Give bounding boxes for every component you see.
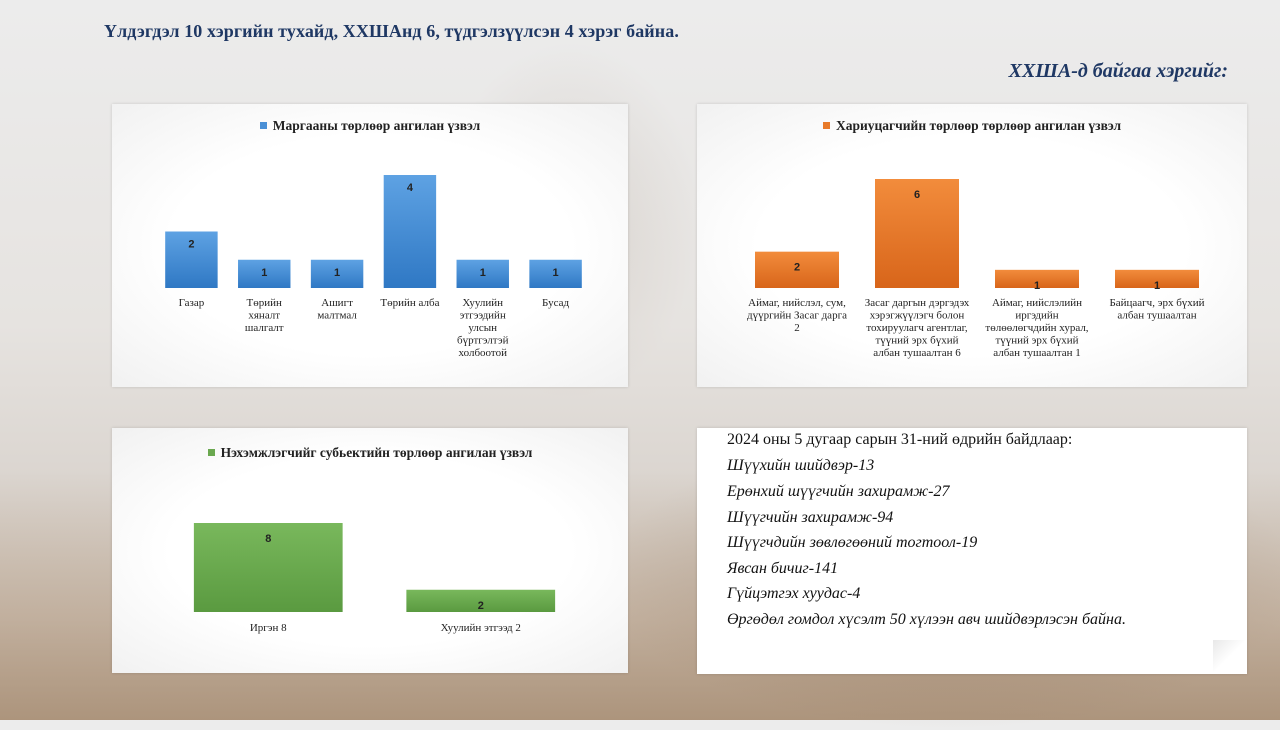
legend-swatch-green <box>207 449 215 457</box>
note-line-judge-orders: Шүүгчийн захирамж-94 <box>727 509 894 526</box>
dispute-type-chart-panel: Маргааны төрлөөр ангилан үзвэл 2 Газар 1 Тө… <box>112 104 628 387</box>
note-line-council-resolutions: Шүүгчдийн зөвлөгөөний тогтоол-19 <box>727 534 978 551</box>
defendant-type-category-label: Засаг даргын дэргэдэх хэрэгжүүлэгч болон т… <box>865 297 970 359</box>
status-note-panel: 2024 оны 5 дугаар сарын 31-ний өдрийн ба… <box>697 428 1247 674</box>
dispute-type-chart-title: Маргааны төрлөөр ангилан үзвэл <box>272 118 481 133</box>
defendant-type-bar <box>1115 269 1199 288</box>
dispute-type-category-label: Төрийн алба <box>380 297 439 309</box>
page-subheading: ХХША-д байгаа хэргийг: <box>1008 60 1228 82</box>
defendant-type-bar <box>875 179 959 288</box>
plaintiff-type-chart-svg: 8 Иргэн 8 2 Хуулийн этгээд 2 <box>193 523 556 634</box>
defendant-type-category-label: Байцаагч, эрх бүхий албан тушаалтан <box>1109 297 1204 322</box>
plaintiff-type-category-label: Иргэн 8 <box>250 622 287 634</box>
defendant-type-category-label: Аймаг, нийслэл, сум, дүүргийн Засаг дарга… <box>747 297 847 334</box>
note-line-execution-sheets: Гүйцэтгэх хуудас-4 <box>727 585 861 602</box>
defendant-type-bar <box>755 251 839 288</box>
dispute-type-bar <box>456 259 509 288</box>
defendant-type-category-label: Аймаг, нийслэлийн иргэдийн төлөөлөгчдийн х… <box>985 297 1088 359</box>
plaintiff-type-bar <box>406 589 556 612</box>
dispute-type-data-label: 1 <box>261 267 267 279</box>
dispute-type-data-label: 2 <box>188 239 194 251</box>
defendant-type-data-label: 1 <box>1034 280 1040 292</box>
dispute-type-data-label: 1 <box>334 267 340 279</box>
legend-swatch-orange <box>822 122 830 130</box>
page-curl <box>1213 640 1247 674</box>
plaintiff-type-data-label: 8 <box>265 533 271 545</box>
plaintiff-type-category-label: Хуулийн этгээд 2 <box>441 622 521 634</box>
defendant-type-chart-legend: Хариуцагчийн төрлөөр төрлөөр ангилан үзв… <box>697 118 1247 134</box>
dispute-type-bar <box>165 231 218 288</box>
defendant-type-chart-title: Хариуцагчийн төрлөөр төрлөөр ангилан үзв… <box>835 118 1122 133</box>
defendant-type-data-label: 2 <box>794 262 800 274</box>
note-line-date: 2024 оны 5 дугаар сарын 31-ний өдрийн ба… <box>727 431 1073 448</box>
plaintiff-type-chart-panel: Нэхэмжлэгчийг субьектийн төрлөөр ангилан… <box>112 428 628 673</box>
defendant-type-chart-panel: Хариуцагчийн төрлөөр төрлөөр ангилан үзв… <box>697 104 1247 387</box>
dispute-type-bar <box>238 259 291 288</box>
dispute-type-data-label: 4 <box>407 182 414 194</box>
dispute-type-bar <box>310 259 364 288</box>
dispute-type-chart-legend: Маргааны төрлөөр ангилан үзвэл <box>112 118 628 134</box>
dispute-type-category-label: Бусад <box>542 297 569 309</box>
plaintiff-type-bar <box>193 523 343 612</box>
dispute-type-category-label: Хуулийн этгээдийн улсын бүртгэлтэй холбоотой <box>457 297 509 359</box>
plaintiff-type-chart-legend: Нэхэмжлэгчийг субьектийн төрлөөр ангилан… <box>112 445 628 461</box>
defendant-type-bar <box>995 269 1079 288</box>
dispute-type-bar <box>529 259 582 288</box>
plaintiff-type-chart-title: Нэхэмжлэгчийг субьектийн төрлөөр ангилан… <box>220 445 533 460</box>
note-line-petitions: Өргөдөл гомдол хүсэлт 50 хүлээн авч шийд… <box>727 611 1126 628</box>
defendant-type-data-label: 1 <box>1154 280 1160 292</box>
plaintiff-type-data-label: 2 <box>478 600 484 612</box>
legend-swatch-blue <box>259 122 267 130</box>
dispute-type-category-label: Ашигт малтмал <box>317 297 357 322</box>
dispute-type-data-label: 1 <box>553 267 559 279</box>
note-line-letters-sent: Явсан бичиг-141 <box>727 560 839 577</box>
dispute-type-bar <box>383 175 437 288</box>
note-line-chief-judge-orders: Ерөнхий шүүгчийн захирамж-27 <box>727 483 950 500</box>
page-headline: Үлдэгдэл 10 хэргийн тухайд, ХХШАнд 6, тү… <box>104 21 679 41</box>
dispute-type-category-label: Газар <box>179 297 205 309</box>
defendant-type-chart-svg: 2 Аймаг, нийслэл, сум, дүүргийн Засаг дарг… <box>747 179 1205 359</box>
dispute-type-data-label: 1 <box>480 267 486 279</box>
dispute-type-category-label: Төрийн хяналт шалгалт <box>245 297 284 334</box>
note-line-court-decisions: Шүүхийн шийдвэр-13 <box>727 457 875 474</box>
defendant-type-data-label: 6 <box>914 189 920 201</box>
dispute-type-chart-svg: 2 Газар 1 Төрийн хяналт шалгалт 1 Ашигт малтмал 4… <box>165 175 582 359</box>
